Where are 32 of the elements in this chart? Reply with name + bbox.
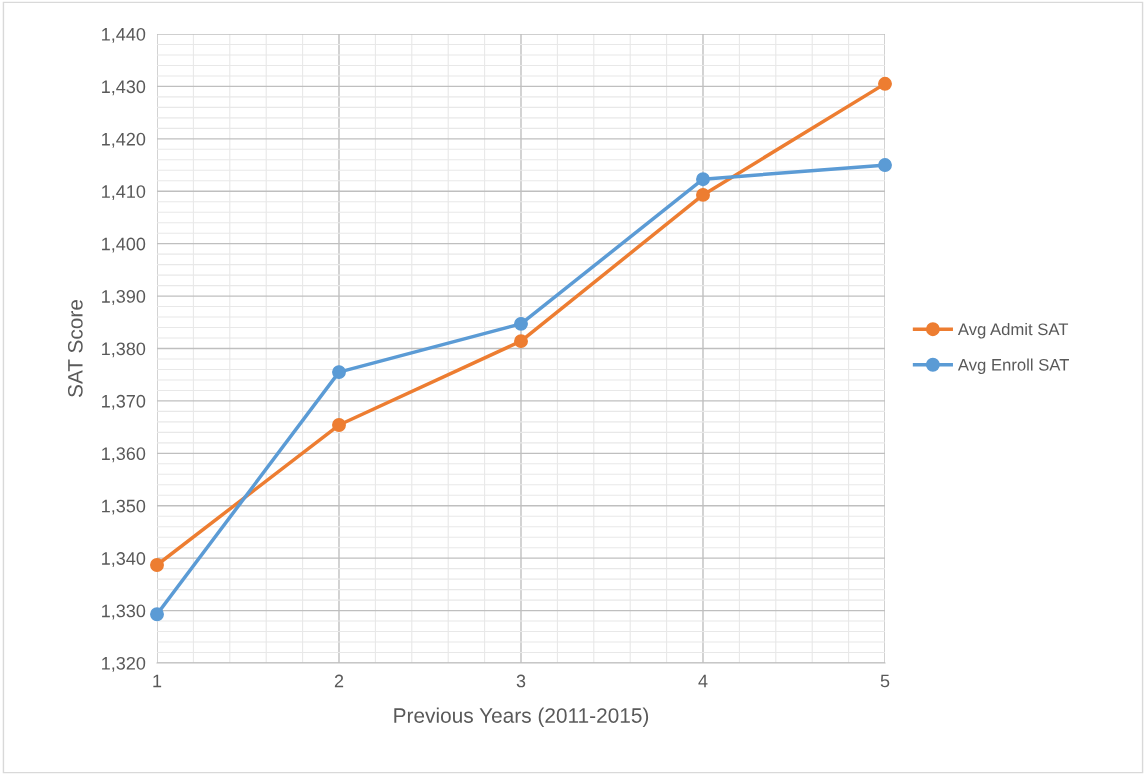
y-tick-label: 1,320 bbox=[102, 656, 146, 672]
y-tick-label: 1,420 bbox=[102, 132, 146, 148]
point bbox=[878, 158, 892, 172]
legend-label: Avg Enroll SAT bbox=[957, 358, 1069, 375]
point bbox=[332, 365, 346, 380]
x-axis-title: Previous Years (2011-2015) bbox=[394, 707, 649, 728]
x-tick-label: 4 bbox=[698, 674, 708, 688]
point bbox=[878, 76, 892, 91]
point bbox=[150, 607, 164, 622]
point bbox=[514, 316, 528, 331]
y-tick-label: 1,380 bbox=[102, 342, 146, 358]
y-tick-label: 1,410 bbox=[102, 185, 146, 201]
y-tick-label: 1,430 bbox=[102, 80, 146, 96]
x-tick-label: 3 bbox=[516, 674, 526, 688]
y-tick-label: 1,400 bbox=[102, 237, 146, 253]
y-tick-label: 1,330 bbox=[102, 604, 146, 620]
point bbox=[696, 187, 710, 202]
y-tick-label: 1,440 bbox=[102, 27, 146, 43]
point bbox=[332, 418, 346, 432]
y-tick-label: 1,340 bbox=[102, 552, 146, 568]
y-tick-label: 1,350 bbox=[102, 499, 146, 515]
point bbox=[150, 558, 164, 572]
y-axis-title: SAT Score bbox=[67, 300, 83, 397]
y-tick-label: 1,360 bbox=[102, 447, 146, 463]
y-tick-label: 1,370 bbox=[102, 394, 146, 410]
y-tick-label: 1,390 bbox=[102, 290, 146, 305]
x-tick-label: 5 bbox=[880, 674, 890, 688]
x-tick-label: 1 bbox=[153, 674, 162, 688]
x-tick-label: 2 bbox=[334, 674, 344, 688]
point bbox=[696, 172, 710, 187]
point bbox=[514, 334, 528, 349]
legend-label: Avg Admit SAT bbox=[957, 322, 1069, 339]
